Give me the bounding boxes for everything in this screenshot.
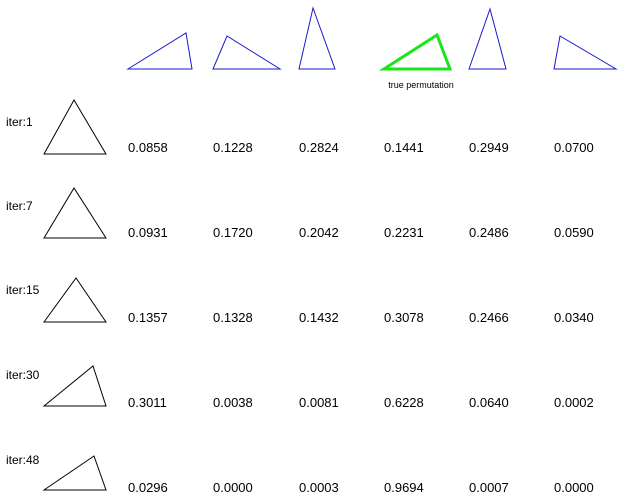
true-permutation-caption: true permutation [388,80,454,90]
candidate-triangle [298,6,336,70]
probability-value: 0.1432 [299,310,339,325]
probability-value: 0.0858 [128,140,168,155]
current-estimate-triangle [43,187,107,239]
iteration-label: iter:15 [6,283,40,297]
probability-value: 0.1328 [213,310,253,325]
iteration-row: iter:48 0.0296 0.0000 0.0003 0.9694 0.0007 0.0… [6,453,594,495]
iteration-row: iter:15 0.1357 0.1328 0.1432 0.3078 0.2466 0.0… [6,277,594,325]
iteration-row: iter:1 0.0858 0.1228 0.2824 0.1441 0.2949 0.07… [6,98,594,155]
probability-value: 0.2824 [299,140,339,155]
probability-value: 0.0296 [128,480,168,495]
iteration-label: iter:7 [6,199,33,213]
iteration-row: iter:7 0.0931 0.1720 0.2042 0.2231 0.2486 0.05… [6,187,594,240]
probability-value: 0.2042 [299,225,339,240]
probability-value: 0.0081 [299,395,339,410]
current-estimate-triangle [43,277,107,323]
candidate-6 [553,35,618,70]
iteration-label: iter:48 [6,453,40,467]
probability-value: 0.0002 [554,395,594,410]
current-estimate-triangle [42,455,107,491]
probability-value: 0.0340 [554,310,594,325]
current-estimate-triangle [43,98,107,155]
probability-value: 0.0700 [554,140,594,155]
probability-value: 0.0038 [213,395,253,410]
probability-value: 0.0000 [213,480,253,495]
probability-value: 0.2949 [469,140,509,155]
probability-value: 0.0590 [554,225,594,240]
candidate-triangle [468,7,507,70]
candidate-triangle [553,35,618,70]
candidate-1 [126,32,193,70]
candidate-triangle [212,35,282,70]
probability-value: 0.9694 [384,480,424,495]
current-estimate-triangle [42,365,107,407]
probability-value: 0.0003 [299,480,339,495]
true-permutation-triangle [378,32,453,71]
probability-value: 0.0007 [469,480,509,495]
probability-value: 0.0640 [469,395,509,410]
candidate-triangles-row: true permutation [126,6,618,90]
probability-value: 0.0000 [554,480,594,495]
candidate-3 [298,6,336,70]
iteration-rows: iter:1 0.0858 0.1228 0.2824 0.1441 0.2949 0.07… [6,98,594,495]
iteration-row: iter:30 0.3011 0.0038 0.0081 0.6228 0.0640 0.0… [6,365,594,410]
candidate-4: true permutation [378,32,454,90]
iteration-label: iter:30 [6,368,40,382]
probability-value: 0.0931 [128,225,168,240]
candidate-5 [468,7,507,70]
probability-value: 0.2486 [469,225,509,240]
probability-value: 0.2231 [384,225,424,240]
probability-value: 0.3078 [384,310,424,325]
probability-value: 0.1228 [213,140,253,155]
probability-value: 0.2466 [469,310,509,325]
probability-value: 0.6228 [384,395,424,410]
probability-value: 0.1357 [128,310,168,325]
candidate-triangle [126,32,193,70]
probability-value: 0.3011 [128,395,167,410]
probability-value: 0.1441 [384,140,424,155]
iteration-label: iter:1 [6,115,33,129]
probability-value: 0.1720 [213,225,253,240]
candidate-2 [212,35,282,70]
